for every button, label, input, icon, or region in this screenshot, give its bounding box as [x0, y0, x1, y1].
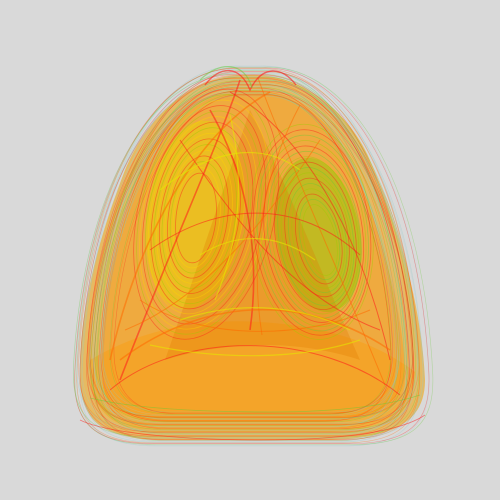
right-lobe-orbit — [291, 188, 345, 289]
sweeping-arc — [257, 77, 386, 386]
left-lobe-orbit — [169, 161, 225, 274]
yellow-sweep — [149, 339, 361, 357]
outer-shell-curve — [94, 90, 413, 419]
outer-shell-curve — [102, 95, 401, 413]
outer-shell-curve — [101, 93, 394, 416]
right-lobe-orbit — [280, 172, 353, 302]
yellow-sweep — [179, 307, 351, 331]
outer-shell-curve — [90, 80, 416, 430]
outer-shell-curve — [73, 73, 423, 438]
outer-shell-curve — [101, 81, 402, 429]
outer-shell-curve — [113, 94, 393, 414]
left-lobe-fill — [145, 120, 245, 310]
outer-shell-curve — [101, 76, 407, 435]
outer-shell-curve — [99, 82, 397, 428]
outer-shell-curve — [90, 75, 410, 436]
outer-shell-curve — [89, 85, 418, 424]
outer-shell-curve — [86, 77, 410, 433]
left-lobe-orbit — [175, 172, 217, 264]
yellow-sweep — [159, 151, 301, 191]
left-lobe-orbit — [136, 94, 275, 335]
outer-shell-curve — [89, 83, 405, 426]
top-peaks-outline — [204, 69, 297, 92]
right-lobe-orbit — [295, 193, 343, 285]
outer-shell-curve — [94, 83, 398, 427]
left-lobe-orbit — [167, 155, 229, 279]
right-lobe-orbit — [287, 183, 348, 293]
right-lobe-orbit — [263, 145, 365, 323]
left-lobe-orbit — [172, 167, 221, 269]
outer-shell-curve — [87, 85, 420, 425]
outer-shell-curve — [88, 91, 408, 417]
outer-shell-curve — [74, 67, 434, 445]
outer-shell-curve — [89, 91, 414, 418]
outer-shell-curve — [81, 79, 419, 431]
left-lobe-orbit — [147, 116, 258, 315]
outer-shell-curve — [76, 66, 430, 446]
outer-shell-curve — [103, 88, 392, 421]
outer-shell-curve — [93, 71, 414, 441]
sweeping-arc — [209, 109, 255, 331]
outer-shell-curve — [92, 92, 400, 417]
sweeping-arc — [149, 212, 361, 256]
base-edge-red — [79, 414, 426, 441]
outer-shell-curve — [110, 95, 397, 414]
attractor-stroke-layer — [73, 65, 434, 447]
sweeping-arc — [124, 139, 321, 331]
sweeping-arc — [109, 345, 401, 396]
right-lobe-orbit — [284, 177, 350, 298]
sweeping-arc — [139, 299, 371, 332]
right-lobe-orbit — [298, 198, 341, 281]
left-lobe-orbit — [164, 149, 233, 284]
outer-shell-curve — [99, 89, 407, 420]
outer-shell-curve — [78, 78, 414, 432]
outer-shell-curve — [97, 87, 399, 423]
left-lobe-orbit — [153, 127, 250, 305]
left-lobe-orbit — [156, 132, 246, 299]
outer-shell-curve — [76, 79, 418, 432]
right-lobe-orbit — [266, 150, 362, 319]
outer-shell-curve — [103, 89, 398, 420]
outer-shell-curve — [79, 74, 415, 437]
outer-shell-curve — [98, 81, 410, 429]
right-lobe-orbit — [256, 134, 369, 332]
outer-shell-curve — [86, 84, 414, 426]
right-lobe-fill — [274, 157, 362, 313]
right-lobe-orbit — [273, 161, 357, 311]
outer-shell-curve — [99, 75, 408, 435]
right-lobe-orbit — [259, 140, 367, 328]
outer-shell-curve — [87, 71, 420, 440]
outer-shell-curve — [93, 86, 410, 423]
outer-shell-curve — [76, 68, 420, 444]
outer-shell-curve — [79, 65, 421, 447]
sweeping-arc — [229, 91, 391, 361]
outer-shell-curve — [74, 67, 430, 445]
outer-shell-curve — [88, 69, 406, 442]
outer-shell-curve — [95, 77, 408, 434]
left-lobe-orbit — [144, 110, 262, 320]
right-lobe-orbit — [270, 156, 360, 315]
yellow-sweep — [214, 114, 240, 301]
outer-shell-curve — [109, 93, 392, 415]
outer-shell-curve — [100, 87, 392, 422]
sweeping-arc — [119, 79, 241, 381]
yellow-sweep — [199, 238, 316, 261]
center-triangle-fill — [165, 110, 360, 360]
sweeping-arc — [119, 308, 391, 361]
outer-shell-curve — [81, 69, 411, 443]
left-lobe-orbit — [142, 105, 267, 325]
base-edge-green — [89, 394, 421, 413]
outer-shell-curve — [79, 72, 424, 439]
left-lobe-orbit — [139, 99, 271, 330]
outer-shell-curve — [93, 70, 408, 442]
sweeping-arc — [179, 139, 381, 331]
top-peak-green-edge — [199, 65, 253, 89]
sweeping-arc — [109, 91, 271, 361]
